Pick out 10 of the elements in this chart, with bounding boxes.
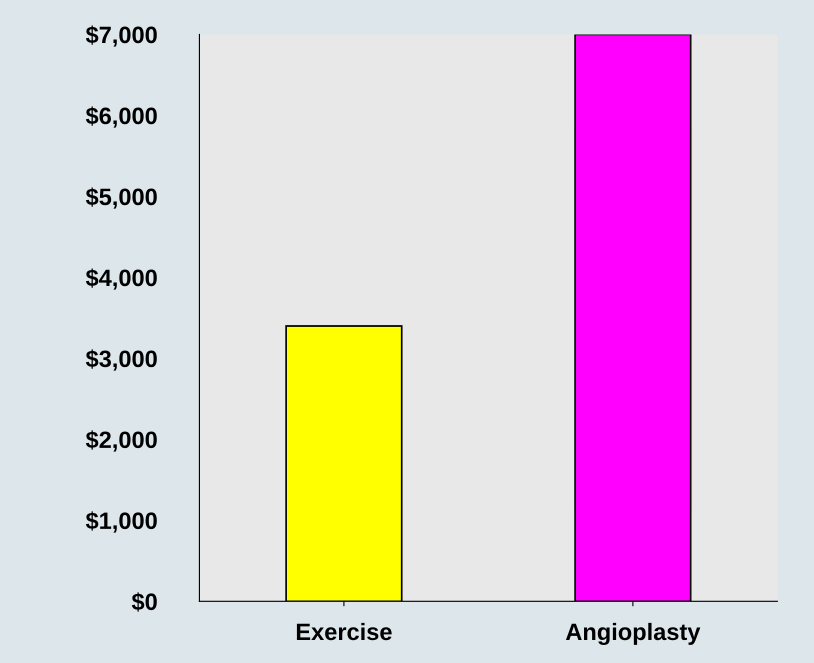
x-tick-label: Angioplasty (566, 622, 700, 645)
y-tick-label: $4,000 (86, 268, 157, 290)
y-tick-label: $5,000 (86, 187, 157, 209)
x-tick-label: Exercise (296, 622, 392, 640)
y-tick-label: $6,000 (86, 106, 157, 128)
y-tick-label: $3,000 (86, 349, 157, 371)
y-tick-label: $1,000 (86, 511, 157, 533)
y-tick-label: $2,000 (86, 430, 157, 452)
y-tick-label: $7,000 (86, 26, 157, 47)
y-tick-label: $0 (132, 592, 157, 612)
